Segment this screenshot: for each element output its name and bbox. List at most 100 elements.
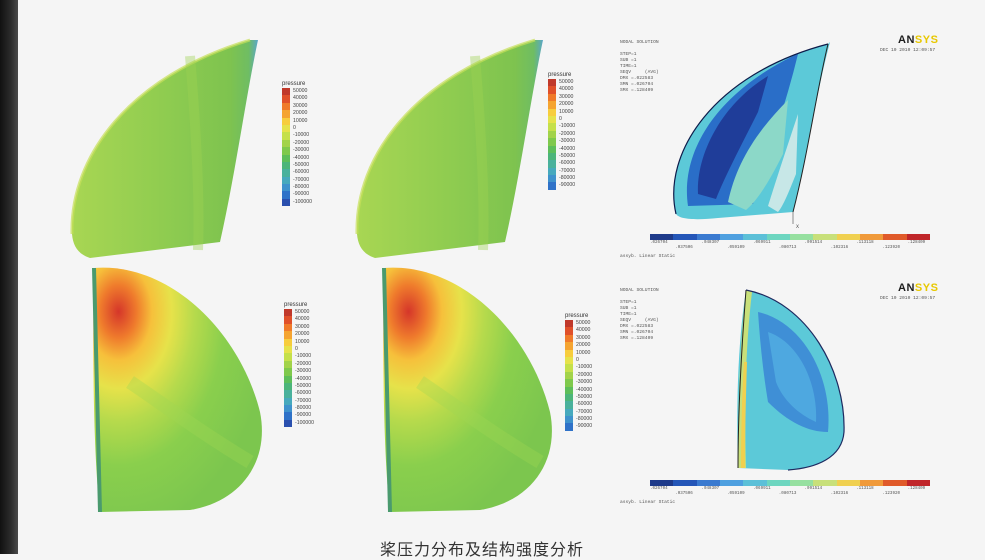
legend-swatch [284,390,292,398]
legend-row: -90000 [565,423,592,431]
legend-label: -40000 [293,154,310,161]
ansys-colorbar [650,234,930,240]
colorbar-segment [789,480,814,486]
pressure-plot-bottom-left [90,262,270,514]
legend-label: -80000 [576,416,593,423]
ansys-colorbar [650,480,930,486]
legend-row: 50000 [548,79,575,87]
colorbar-segment [813,480,837,486]
legend-label: -30000 [576,379,593,386]
legend-swatch [282,139,290,148]
ansys-plot-top: NODAL SOLUTION STEP=1 SUB =1 TIME=1 SEQV… [618,34,938,262]
colorbar-tick-label: .102316 [830,246,849,250]
legend-row: -100000 [282,198,312,207]
legend-label: 10000 [576,349,591,356]
legend-row: 10000 [284,338,314,346]
legend-row: -60000 [282,169,312,177]
legend-label: -50000 [295,382,312,389]
legend-swatch [284,375,292,383]
colorbar-tick-label: .026704 [650,487,668,491]
legend-row: -60000 [284,390,314,398]
colorbar-segment [906,480,930,486]
legend-swatch [565,379,573,387]
legend-swatch [548,130,556,139]
legend-row: -40000 [284,375,314,383]
ansys-footer: assyb. Linear Static [620,254,676,259]
legend-row: -30000 [282,147,312,155]
legend-label: 30000 [293,102,308,109]
legend-swatch [565,349,573,357]
legend-label: -10000 [559,123,576,130]
legend-label: 30000 [295,323,310,330]
ansys-logo: ANSYS [898,282,939,294]
legend-rows: 50000 40000 30000 20000 10000 0 -10000 -20000 -3… [548,79,575,190]
legend-title: pressure [548,72,572,78]
legend-swatch [565,386,573,394]
legend-swatch [282,132,290,140]
colorbar-segment [859,480,884,486]
colorbar-tick-label: .113118 [856,487,874,491]
legend-swatch [284,309,292,317]
legend-swatch [284,419,292,428]
colorbar-tick-label: .037506 [675,246,693,250]
colorbar-segment [719,480,744,486]
pressure-plot-bottom-middle [380,262,560,514]
legend-swatch [548,145,556,153]
colorbar-segment [766,234,790,240]
legend-row: -70000 [284,397,314,406]
legend-swatch [548,123,556,131]
pressure-legend-4: pressure 50000 40000 30000 20000 10000 0 -1000… [565,313,592,431]
legend-row: -90000 [284,412,314,420]
legend-row: -70000 [565,408,592,417]
colorbar-segment [883,234,907,240]
legend-label: -80000 [293,184,310,191]
legend-row: 0 [284,345,314,354]
legend-label: -10000 [293,132,310,139]
legend-row: 40000 [565,327,592,335]
legend-label: -50000 [293,161,310,168]
legend-row: -60000 [565,401,593,409]
legend-swatch [282,154,290,162]
legend-swatch [548,175,556,183]
legend-swatch [284,345,292,354]
legend-row: -20000 [284,360,314,369]
legend-swatch [548,79,556,87]
legend-swatch [284,382,292,391]
legend-row: -10000 [565,364,592,372]
legend-swatch [548,115,556,124]
colorbar-tick-label: .048307 [701,487,720,491]
legend-row: -70000 [548,167,575,176]
legend-swatch [282,147,290,155]
legend-label: -100000 [295,419,315,426]
legend-swatch [565,342,573,350]
legend-label: -40000 [576,386,593,393]
ansys-colorbar-labels: .026704 .048307 .069911 .091514 .113118 .1284… [650,241,930,253]
legend-row: 30000 [284,323,314,332]
colorbar-tick-label: .123920 [882,246,900,250]
legend-row: -30000 [284,368,314,376]
legend-row: 30000 [282,102,312,111]
legend-label: -90000 [559,182,576,189]
legend-label: -30000 [293,147,310,154]
colorbar-tick-label: .080713 [778,492,797,496]
legend-row: 30000 [548,93,575,102]
legend-row: -50000 [284,382,314,391]
legend-swatch [282,161,290,170]
colorbar-tick-label: .059109 [727,246,745,250]
legend-label: -60000 [576,401,593,408]
colorbar-tick-label: .123920 [882,492,900,496]
legend-row: -50000 [565,393,592,402]
legend-label: 0 [559,115,562,122]
legend-swatch [282,117,290,125]
legend-swatch [282,198,290,207]
legend-row: -90000 [282,191,312,199]
legend-swatch [565,327,573,335]
legend-label: 20000 [576,342,591,349]
ansys-header-text: NODAL SOLUTION STEP=1 SUB =1 TIME=1 SEQV… [620,288,659,341]
colorbar-segment [696,234,720,240]
legend-row: 50000 [565,320,592,328]
pressure-legend-3: pressure 50000 40000 30000 20000 10000 0 -1000… [284,302,315,428]
legend-title: pressure [284,302,308,308]
colorbar-tick-label: .091514 [804,487,823,491]
ansys-logo: ANSYS [898,34,939,46]
